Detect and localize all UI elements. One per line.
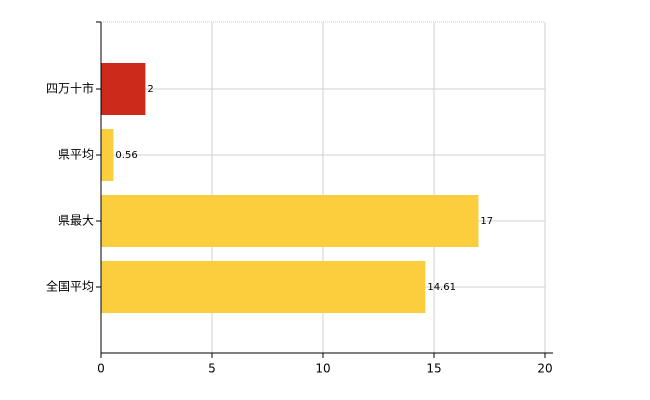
- y-tick-label: 県最大: [58, 214, 94, 228]
- data-label: 2: [147, 84, 153, 95]
- bar: [101, 261, 426, 313]
- x-tick-label: 15: [426, 362, 441, 376]
- data-label: 14.61: [427, 282, 456, 293]
- y-tick-label: 全国平均: [46, 279, 94, 294]
- x-tick-label: 0: [97, 362, 105, 376]
- bar: [101, 195, 479, 247]
- y-tick-label: 四万十市: [46, 81, 94, 96]
- x-tick-label: 20: [537, 362, 552, 376]
- data-label: 17: [480, 216, 493, 227]
- data-label: 0.56: [115, 150, 137, 161]
- y-tick-label: 県平均: [58, 148, 94, 162]
- x-tick-label: 5: [208, 362, 216, 376]
- bar: [101, 129, 114, 181]
- x-tick-label: 10: [315, 362, 330, 376]
- bar: [101, 63, 146, 115]
